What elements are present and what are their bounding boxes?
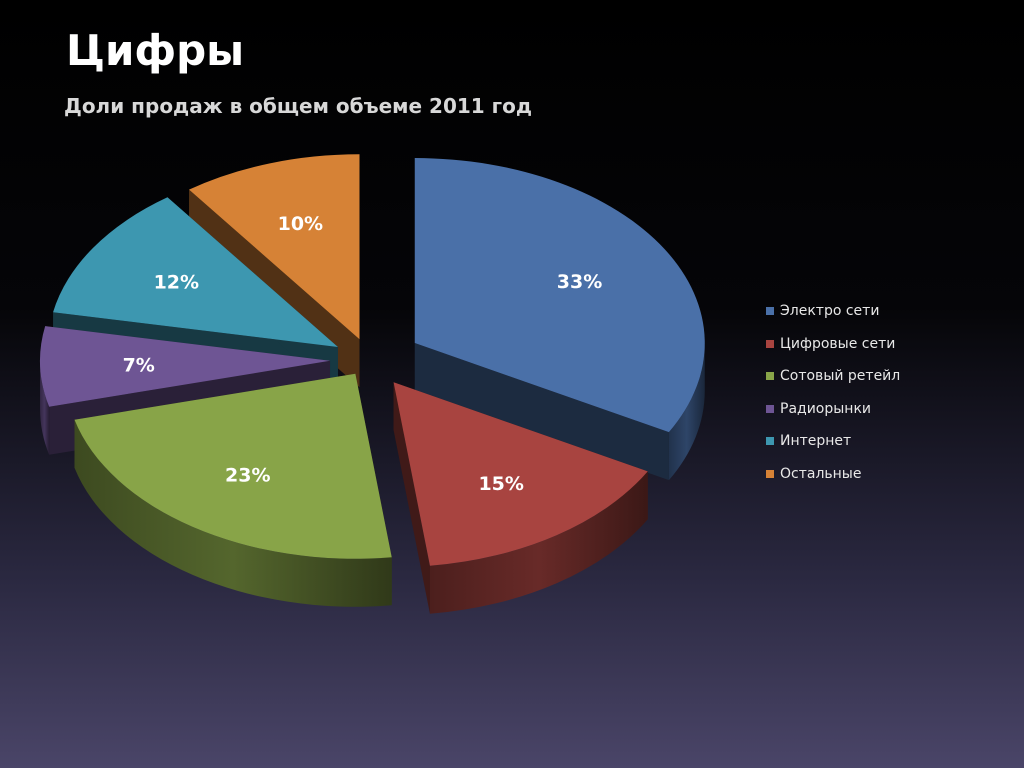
slide-title: Цифры <box>66 26 245 75</box>
legend-swatch-1 <box>766 339 774 348</box>
pie-slice-top-2 <box>74 373 392 559</box>
legend-label-2: Сотовый ретейл <box>780 368 901 385</box>
pie-slice-top-0 <box>414 158 705 433</box>
legend-label-1: Цифровые сети <box>780 335 896 352</box>
pie-slice-side-1-1 <box>393 382 430 614</box>
pie-slice-top-3 <box>40 326 331 407</box>
slice-label-0: 33% <box>557 271 602 293</box>
legend-item-5: Остальные <box>766 458 900 491</box>
legend-item-0: Электро сети <box>766 295 900 328</box>
legend-item-1: Цифровые сети <box>766 328 900 361</box>
slice-label-4: 12% <box>154 272 199 294</box>
pie-slice-top-1 <box>393 382 648 566</box>
pie-slice-0 <box>414 158 705 481</box>
legend-label-0: Электро сети <box>780 303 880 320</box>
legend-item-2: Сотовый ретейл <box>766 360 900 393</box>
pie-slice-1 <box>393 382 648 614</box>
chart-legend: Электро сети Цифровые сети Сотовый ретейл Р… <box>766 295 900 490</box>
pie-slice-wall-0 <box>668 343 705 481</box>
pie-slice-wall-3 <box>40 360 50 455</box>
slice-label-1: 15% <box>478 473 523 495</box>
legend-swatch-0 <box>766 307 774 316</box>
legend-item-4: Интернет <box>766 425 900 458</box>
legend-item-3: Радиорынки <box>766 393 900 426</box>
chart-title: Доли продаж в общем объеме 2011 год <box>64 94 533 118</box>
legend-swatch-5 <box>766 469 774 478</box>
pie-slice-top-4 <box>53 197 338 347</box>
legend-swatch-4 <box>766 437 774 446</box>
legend-swatch-3 <box>766 404 774 413</box>
pie-slice-top-5 <box>189 154 360 340</box>
legend-label-3: Радиорынки <box>780 400 872 417</box>
slice-label-2: 23% <box>225 465 270 487</box>
slice-label-5: 10% <box>278 213 323 235</box>
legend-label-4: Интернет <box>780 433 852 450</box>
pie-slice-2 <box>74 373 392 607</box>
pie-slice-wall-1 <box>429 471 648 614</box>
legend-swatch-2 <box>766 372 774 381</box>
pie-slice-side-0-1 <box>414 343 669 481</box>
slice-label-3: 7% <box>123 355 155 377</box>
pie-slice-wall-2 <box>74 419 392 607</box>
legend-label-5: Остальные <box>780 465 862 482</box>
